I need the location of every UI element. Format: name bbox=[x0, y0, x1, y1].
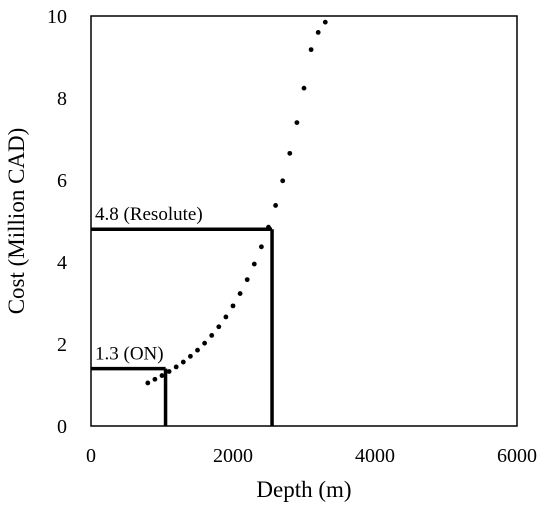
annotation-label: 4.8 (Resolute) bbox=[95, 204, 203, 225]
data-point bbox=[266, 224, 271, 230]
x-tick-label: 4000 bbox=[355, 445, 395, 467]
data-point bbox=[322, 19, 328, 25]
data-point bbox=[244, 277, 250, 283]
data-point bbox=[159, 373, 165, 378]
data-point bbox=[180, 359, 186, 365]
y-tick-label: 4 bbox=[57, 252, 67, 274]
data-point bbox=[216, 324, 222, 330]
data-point bbox=[188, 353, 193, 359]
data-point bbox=[294, 120, 300, 125]
data-point bbox=[273, 203, 278, 208]
data-point bbox=[195, 347, 200, 353]
plot-frame bbox=[90, 15, 518, 427]
y-tick-label: 2 bbox=[57, 334, 67, 356]
data-point bbox=[280, 178, 286, 184]
data-point bbox=[315, 30, 321, 35]
data-point bbox=[223, 314, 229, 320]
y-axis-title: Cost (Million CAD) bbox=[4, 128, 29, 315]
data-point bbox=[308, 47, 314, 53]
data-point bbox=[202, 340, 208, 346]
data-point bbox=[287, 150, 293, 156]
data-point bbox=[230, 303, 236, 309]
data-point bbox=[145, 380, 151, 386]
x-tick-label: 6000 bbox=[497, 445, 537, 467]
data-point bbox=[166, 369, 172, 374]
y-tick-label: 6 bbox=[57, 170, 67, 192]
y-tick-label: 8 bbox=[57, 88, 67, 110]
x-axis-title: Depth (m) bbox=[256, 477, 351, 502]
data-point bbox=[237, 291, 243, 296]
data-point bbox=[152, 376, 158, 382]
data-point bbox=[301, 85, 307, 91]
data-point bbox=[209, 332, 215, 338]
data-point bbox=[173, 364, 179, 370]
annotation-label: 1.3 (ON) bbox=[95, 344, 164, 365]
y-tick-label: 10 bbox=[47, 6, 67, 28]
x-tick-label: 2000 bbox=[213, 445, 253, 467]
x-tick-label: 0 bbox=[86, 445, 96, 467]
data-point bbox=[251, 261, 257, 267]
y-tick-label: 0 bbox=[57, 416, 67, 438]
data-point bbox=[259, 244, 264, 250]
